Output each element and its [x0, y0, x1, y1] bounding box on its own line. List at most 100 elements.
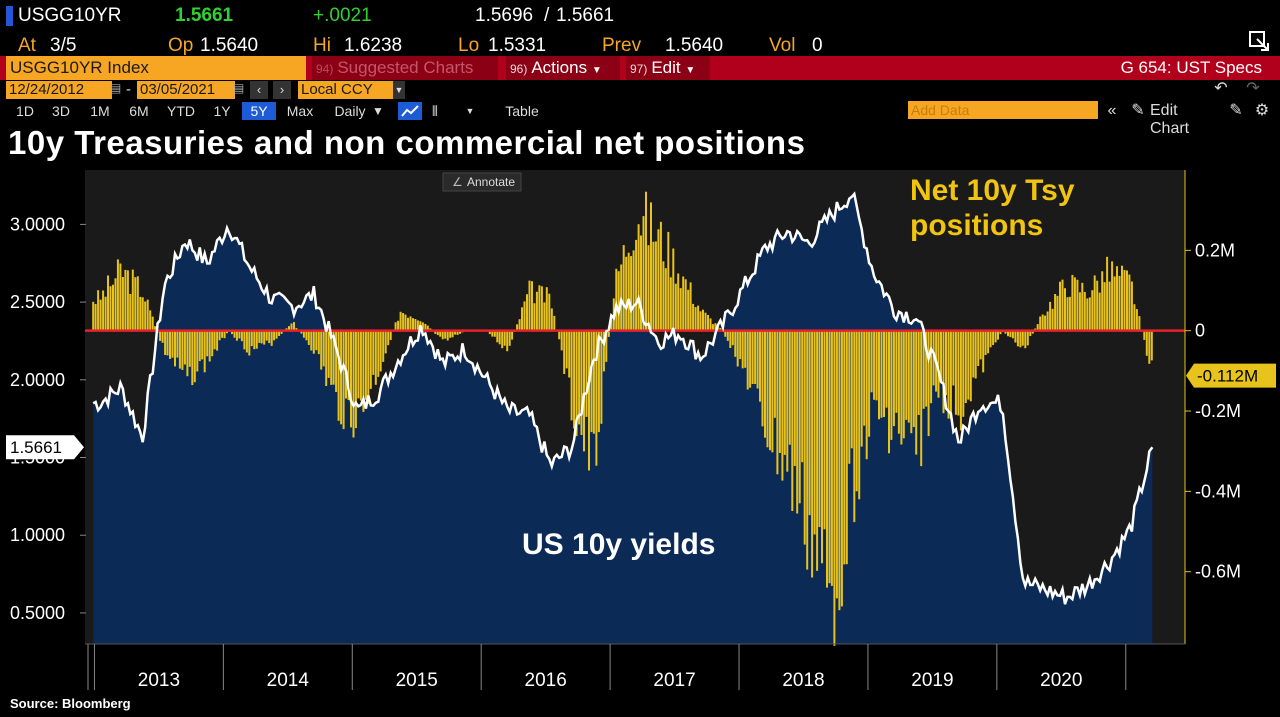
- table-button[interactable]: Table: [505, 103, 539, 119]
- period-3d[interactable]: 3D: [52, 103, 70, 119]
- right-axis: 0.2M 0 -0.2M -0.4M -0.6M: [1184, 170, 1241, 644]
- period-6m[interactable]: 6M: [129, 103, 149, 119]
- chevron-down-icon[interactable]: ▼: [372, 104, 384, 118]
- period-max[interactable]: Max: [286, 103, 314, 119]
- position-bar: [1016, 330, 1019, 347]
- position-bar: [880, 330, 883, 418]
- position-bar: [888, 330, 890, 454]
- position-bar: [367, 330, 370, 405]
- start-date-field[interactable]: 12/24/2012: [6, 81, 112, 99]
- line-chart-icon[interactable]: [398, 102, 422, 120]
- calendar-icon[interactable]: ▤: [110, 81, 122, 95]
- position-bar: [892, 330, 895, 427]
- edit-menu[interactable]: 97) Edit ▼: [626, 56, 710, 80]
- annotate-label: Annotate: [467, 175, 515, 189]
- position-bar: [761, 330, 764, 427]
- position-bar: [1011, 330, 1014, 339]
- position-bar: [600, 330, 603, 424]
- previous-range-icon[interactable]: ‹: [250, 81, 268, 99]
- currency-select[interactable]: Local CCY: [298, 81, 396, 99]
- position-bar: [409, 316, 412, 331]
- period-1d[interactable]: 1D: [16, 103, 34, 119]
- position-bar: [1091, 290, 1094, 331]
- yields-annotation: US 10y yields: [522, 528, 715, 561]
- undo-icon[interactable]: ↶: [1214, 80, 1228, 97]
- position-bar: [687, 289, 690, 331]
- position-bar: [218, 330, 221, 341]
- position-bar: [607, 330, 610, 337]
- position-bar: [518, 319, 521, 331]
- position-bar: [746, 330, 749, 390]
- position-bar: [203, 330, 206, 373]
- position-bar: [739, 330, 742, 360]
- bar-chart-icon[interactable]: ⫴: [432, 103, 438, 119]
- gear-icon[interactable]: ⚙: [1254, 102, 1270, 119]
- position-bar: [662, 261, 665, 331]
- position-bar: [416, 320, 419, 331]
- position-bar: [729, 330, 732, 348]
- position-bar: [181, 330, 184, 370]
- position-bar: [231, 330, 233, 335]
- collapse-icon[interactable]: «: [1107, 102, 1117, 119]
- position-bar: [488, 330, 491, 335]
- annotate-button[interactable]: ∠ Annotate: [442, 172, 522, 192]
- end-date-field[interactable]: 03/05/2021: [137, 81, 235, 99]
- position-bar: [905, 330, 908, 420]
- position-bar: [818, 330, 821, 528]
- edit-icon[interactable]: ✎: [1229, 102, 1243, 119]
- position-bar: [659, 221, 662, 331]
- add-data-field[interactable]: Add Data: [908, 101, 1098, 119]
- last-position-tag: -0.112M: [1186, 363, 1276, 388]
- position-bar: [538, 285, 541, 331]
- x-axis: 2013 2014 2015 2016 2017 2018 2019 2020: [85, 643, 1185, 691]
- position-bar: [545, 287, 548, 331]
- position-bar: [776, 330, 779, 475]
- chevron-down-icon[interactable]: ▼: [465, 106, 475, 116]
- suggested-charts-button[interactable]: 94) Suggested Charts: [312, 56, 498, 80]
- period-1m[interactable]: 1M: [90, 103, 110, 119]
- chart-toolbar: 1D 3D 1M 6M YTD 1Y 5Y Max Daily ▼ ⫴ ▼ Ta…: [0, 100, 1280, 122]
- position-bar: [290, 323, 293, 331]
- position-bar: [751, 330, 754, 384]
- position-bar: [270, 330, 273, 346]
- period-1y[interactable]: 1Y: [213, 103, 231, 119]
- position-bar: [1126, 270, 1128, 331]
- position-bar: [124, 269, 127, 331]
- redo-icon[interactable]: ↷: [1246, 80, 1260, 97]
- position-bar: [615, 268, 618, 331]
- position-bar: [719, 328, 722, 331]
- actions-menu[interactable]: 96) Actions ▼: [506, 56, 620, 80]
- position-bar: [826, 330, 828, 588]
- expand-icon[interactable]: [1248, 30, 1270, 52]
- period-ytd[interactable]: YTD: [167, 103, 195, 119]
- pencil-icon[interactable]: ✎: [1131, 102, 1145, 119]
- next-range-icon[interactable]: ›: [273, 81, 291, 99]
- net-change: +.0021: [313, 5, 372, 26]
- position-bar: [426, 325, 429, 331]
- position-bar: [769, 330, 771, 451]
- calendar-icon[interactable]: ▤: [233, 81, 245, 95]
- position-bar: [240, 330, 243, 342]
- position-bar: [982, 330, 985, 373]
- position-bar: [724, 330, 727, 337]
- chevron-down-icon[interactable]: ▼: [393, 81, 405, 99]
- edit-chart-button[interactable]: Edit Chart: [1150, 102, 1190, 137]
- security-field[interactable]: USGG10YR Index: [6, 56, 306, 80]
- suggested-charts-label: Suggested Charts: [337, 58, 474, 77]
- position-bar: [389, 330, 392, 340]
- position-bar: [967, 330, 970, 400]
- date-range-bar: 12/24/2012 ▤ - 03/05/2021 ▤ ‹ › Local CC…: [0, 80, 1280, 100]
- position-bar: [840, 330, 843, 607]
- position-bar: [327, 330, 330, 378]
- at-value: 3/5: [50, 35, 77, 56]
- position-bar: [531, 281, 533, 331]
- position-bar: [265, 330, 268, 341]
- actions-label: Actions: [531, 58, 588, 77]
- right-tick-label: -0.6M: [1195, 562, 1241, 582]
- frequency-select[interactable]: Daily: [334, 103, 366, 119]
- ticker[interactable]: USGG10YR: [18, 5, 122, 26]
- position-bar: [325, 330, 328, 386]
- period-5y[interactable]: 5Y: [242, 102, 276, 120]
- position-bar: [146, 299, 149, 331]
